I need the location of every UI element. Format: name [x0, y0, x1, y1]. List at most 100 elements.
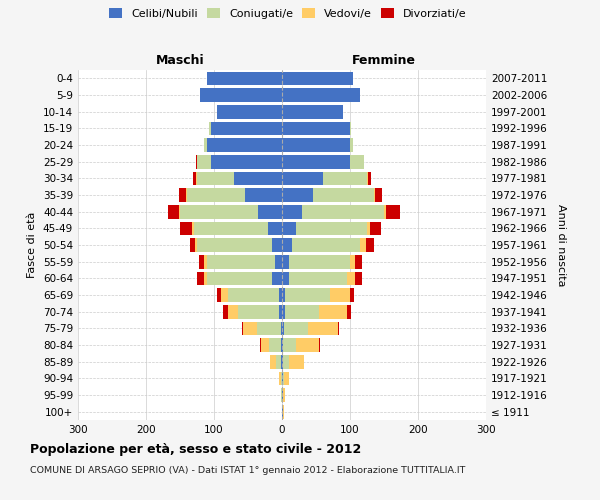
Bar [282, 222, 296, 235]
Bar [217, 288, 221, 302]
Bar [169, 205, 179, 218]
Bar [368, 172, 371, 185]
Bar [282, 338, 283, 352]
Bar [228, 305, 238, 318]
Bar [261, 338, 269, 352]
Bar [190, 238, 195, 252]
Bar [192, 222, 194, 235]
Bar [302, 205, 384, 218]
Bar [197, 238, 272, 252]
Bar [283, 405, 284, 418]
Bar [286, 288, 329, 302]
Bar [207, 72, 282, 85]
Bar [197, 155, 211, 168]
Bar [282, 172, 323, 185]
Bar [279, 372, 281, 385]
Bar [367, 172, 368, 185]
Bar [282, 272, 289, 285]
Bar [282, 138, 350, 152]
Bar [282, 288, 286, 302]
Bar [282, 122, 350, 135]
Bar [350, 155, 364, 168]
Bar [211, 155, 282, 168]
Bar [207, 255, 275, 268]
Bar [276, 355, 281, 368]
Bar [370, 222, 380, 235]
Bar [384, 205, 386, 218]
Bar [289, 355, 304, 368]
Bar [281, 322, 282, 335]
Bar [245, 188, 282, 202]
Y-axis label: Fasce di età: Fasce di età [28, 212, 37, 278]
Bar [199, 255, 205, 268]
Bar [242, 322, 243, 335]
Bar [323, 172, 367, 185]
Bar [282, 405, 283, 418]
Bar [260, 338, 261, 352]
Bar [204, 138, 207, 152]
Text: Femmine: Femmine [352, 54, 416, 66]
Bar [350, 122, 352, 135]
Bar [375, 188, 382, 202]
Bar [367, 222, 370, 235]
Bar [223, 305, 228, 318]
Bar [289, 255, 350, 268]
Bar [284, 322, 308, 335]
Bar [350, 255, 355, 268]
Bar [355, 255, 362, 268]
Bar [258, 205, 282, 218]
Bar [187, 188, 245, 202]
Bar [283, 355, 289, 368]
Bar [282, 188, 313, 202]
Text: Maschi: Maschi [155, 54, 205, 66]
Bar [278, 288, 282, 302]
Bar [227, 288, 278, 302]
Bar [374, 188, 375, 202]
Bar [193, 172, 196, 185]
Bar [257, 322, 281, 335]
Bar [200, 88, 282, 102]
Bar [329, 288, 350, 302]
Bar [319, 305, 347, 318]
Bar [296, 222, 367, 235]
Legend: Celibi/Nubili, Coniugati/e, Vedovi/e, Divorziati/e: Celibi/Nubili, Coniugati/e, Vedovi/e, Di… [107, 6, 469, 21]
Bar [282, 72, 353, 85]
Bar [282, 238, 292, 252]
Bar [282, 372, 283, 385]
Bar [269, 338, 281, 352]
Bar [281, 388, 282, 402]
Bar [196, 155, 197, 168]
Bar [347, 305, 350, 318]
Bar [235, 172, 282, 185]
Bar [209, 122, 211, 135]
Bar [196, 172, 197, 185]
Bar [319, 338, 320, 352]
Bar [211, 122, 282, 135]
Bar [272, 272, 282, 285]
Bar [197, 172, 235, 185]
Bar [283, 388, 286, 402]
Bar [282, 388, 283, 402]
Bar [289, 272, 347, 285]
Bar [272, 238, 282, 252]
Bar [179, 188, 186, 202]
Bar [204, 272, 207, 285]
Bar [283, 372, 284, 385]
Bar [313, 188, 374, 202]
Bar [207, 138, 282, 152]
Bar [283, 338, 296, 352]
Text: COMUNE DI ARSAGO SEPRIO (VA) - Dati ISTAT 1° gennaio 2012 - Elaborazione TUTTITA: COMUNE DI ARSAGO SEPRIO (VA) - Dati ISTA… [30, 466, 466, 475]
Bar [282, 255, 289, 268]
Bar [194, 222, 268, 235]
Bar [279, 305, 282, 318]
Bar [195, 238, 197, 252]
Bar [221, 288, 227, 302]
Bar [179, 205, 180, 218]
Bar [365, 238, 374, 252]
Bar [282, 155, 350, 168]
Text: Popolazione per età, sesso e stato civile - 2012: Popolazione per età, sesso e stato civil… [30, 442, 361, 456]
Bar [282, 305, 286, 318]
Bar [350, 288, 354, 302]
Bar [282, 355, 283, 368]
Bar [308, 322, 338, 335]
